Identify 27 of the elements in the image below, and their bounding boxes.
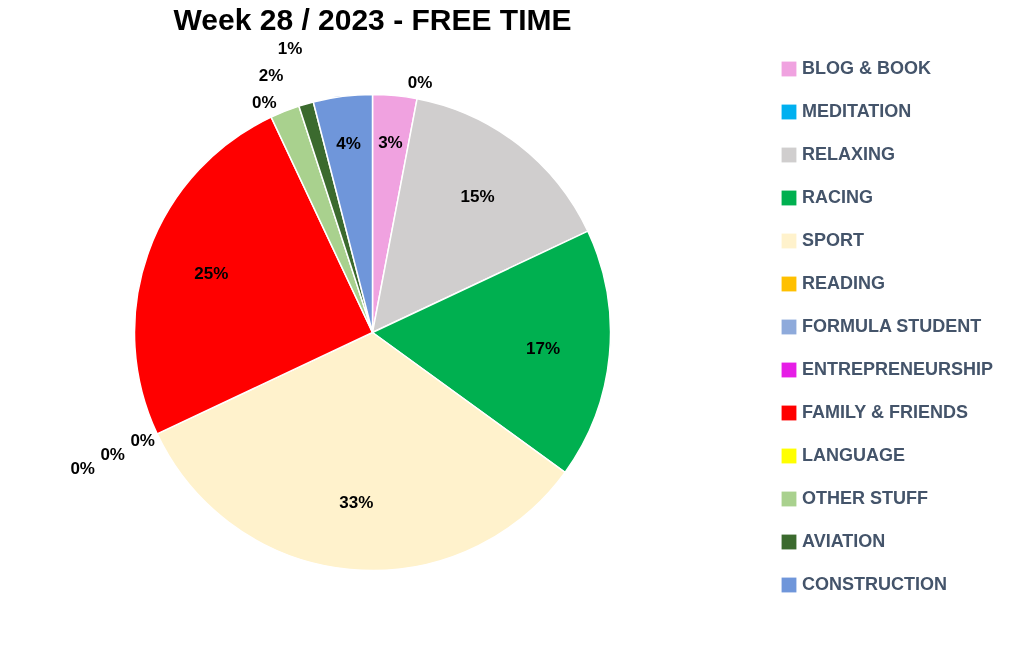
legend-label: OTHER STUFF xyxy=(802,488,928,508)
text: 0% xyxy=(252,92,277,112)
legend-label: LANGUAGE xyxy=(802,445,905,465)
text: 0% xyxy=(70,458,95,478)
legend-label: FAMILY & FRIENDS xyxy=(802,402,969,422)
chart-title: Week 28 / 2023 - FREE TIME xyxy=(173,2,572,36)
legend-label: MEDITATION xyxy=(802,101,912,121)
data-label: 17% xyxy=(526,338,561,358)
data-label: 3% xyxy=(378,132,403,152)
data-label: 15% xyxy=(460,187,495,207)
data-label: 33% xyxy=(339,493,374,513)
legend-label: CONSTRUCTION xyxy=(802,574,947,594)
legend-label: FORMULA STUDENT xyxy=(802,316,982,336)
legend-label: ENTREPRENEURSHIP xyxy=(802,359,994,379)
legend-label: RELAXING xyxy=(802,144,896,164)
legend-label: SPORT xyxy=(802,230,865,250)
data-label: 4% xyxy=(336,133,361,153)
text: 0% xyxy=(100,444,125,464)
legend-label: AVIATION xyxy=(802,531,886,551)
text: 0% xyxy=(130,430,155,450)
text: 0% xyxy=(407,73,433,92)
data-label: 2% xyxy=(258,66,284,86)
legend-label: RACING xyxy=(802,187,873,207)
data-label: 1% xyxy=(277,38,303,58)
data-label: 25% xyxy=(194,264,229,284)
legend-label: BLOG & BOOK xyxy=(802,58,931,78)
legend-label: READING xyxy=(802,273,886,293)
